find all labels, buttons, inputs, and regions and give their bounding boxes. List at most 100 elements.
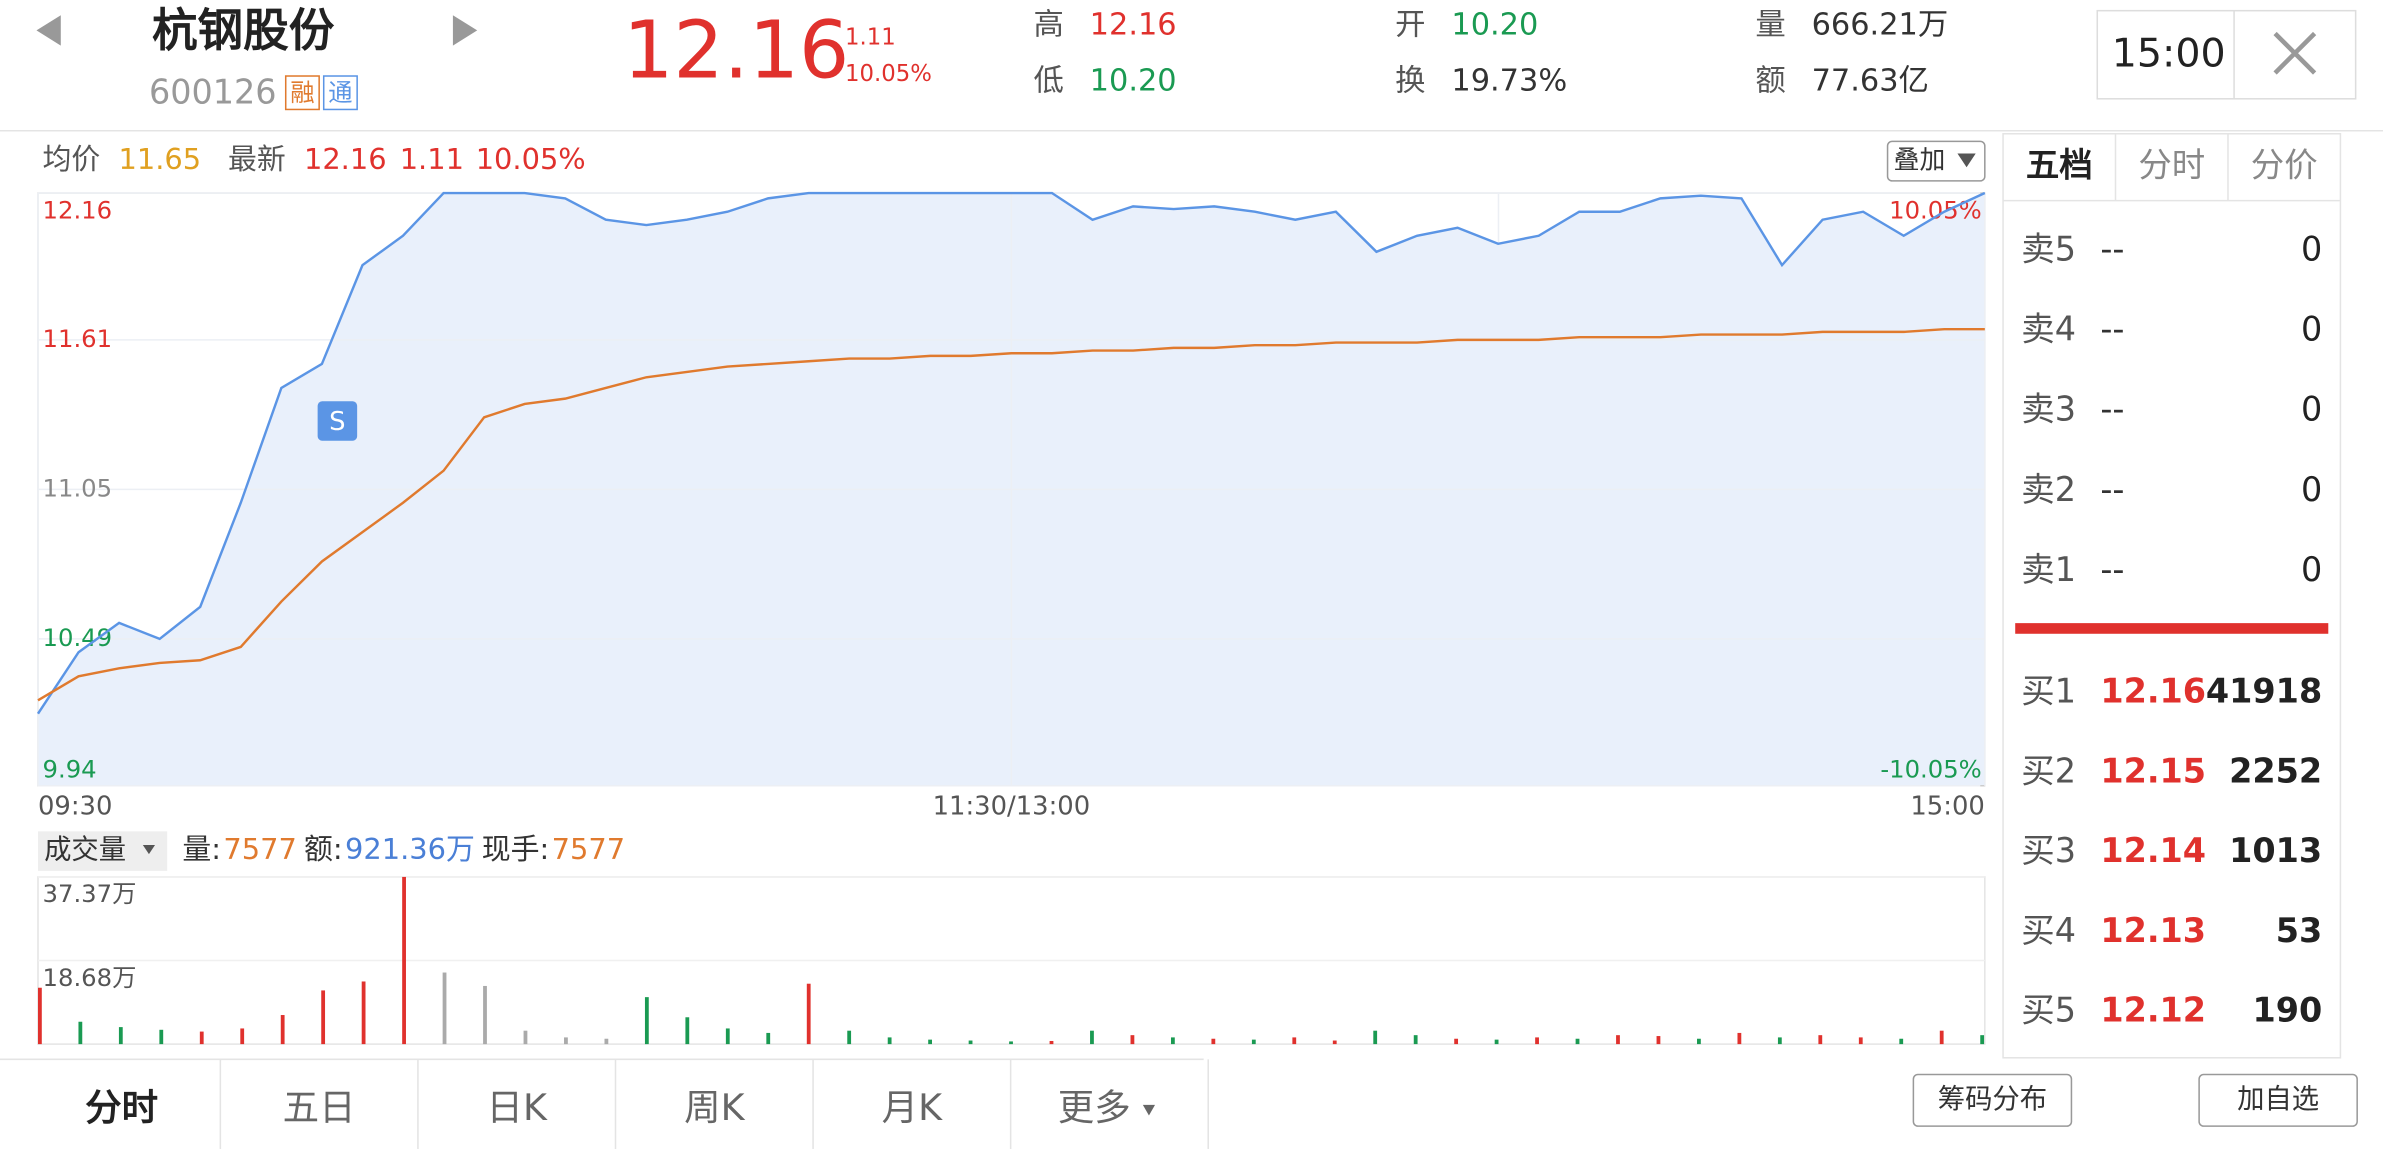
prev-arrow[interactable] xyxy=(36,15,61,46)
close-icon[interactable] xyxy=(2273,31,2317,75)
volume-bar xyxy=(1090,1030,1094,1045)
y-tick-label: 11.61 xyxy=(43,324,113,353)
volume-bar xyxy=(280,1015,285,1045)
bottom-tab[interactable]: 日K xyxy=(487,1086,548,1129)
dropdown-arrow xyxy=(1957,153,1976,168)
level-price: -- xyxy=(2100,470,2124,509)
amt-label: 额: xyxy=(304,832,343,866)
level-price: 12.14 xyxy=(2100,831,2206,870)
marker-label: S xyxy=(329,407,345,437)
y-tick-label: 12.16 xyxy=(43,195,113,224)
volume-bar xyxy=(1292,1037,1297,1045)
volume-bar xyxy=(78,1021,83,1045)
volume-bar xyxy=(806,983,811,1045)
volume-bar xyxy=(1858,1037,1863,1045)
bottom-tab[interactable]: 月K xyxy=(882,1086,943,1129)
button-label[interactable]: 加自选 xyxy=(2237,1084,2319,1115)
stat-label: 换 xyxy=(1395,64,1425,99)
button-box[interactable] xyxy=(1912,1073,2073,1127)
overlay-button[interactable] xyxy=(1886,140,1986,182)
volume-bar xyxy=(1535,1037,1539,1045)
level-price: -- xyxy=(2100,309,2124,348)
stat-value: 10.20 xyxy=(1090,64,1177,99)
level-price: 12.13 xyxy=(2100,911,2206,950)
volume-bar xyxy=(1332,1040,1337,1045)
level-label: 卖4 xyxy=(2021,309,2076,348)
bottom-tab[interactable]: 分时 xyxy=(85,1086,158,1129)
button-box[interactable] xyxy=(2198,1073,2358,1127)
orderbook-tab[interactable]: 分时 xyxy=(2138,146,2205,185)
stat-value: 19.73% xyxy=(1451,64,1567,99)
vol-label: 量: xyxy=(182,832,221,866)
volume-bar xyxy=(1211,1038,1216,1045)
time: 15:00 xyxy=(2112,31,2226,77)
level-qty: 0 xyxy=(2301,550,2322,589)
series-line xyxy=(37,327,1985,702)
volume-bar xyxy=(523,1030,528,1045)
volume-bar xyxy=(968,1040,973,1045)
stat-label: 额 xyxy=(1755,64,1785,99)
bottom-tab[interactable]: 更多 xyxy=(1058,1086,1131,1129)
level-label: 卖2 xyxy=(2021,470,2076,509)
volume-bar xyxy=(1980,1035,1985,1045)
volume-bar xyxy=(644,997,649,1045)
badge-box xyxy=(322,75,358,111)
bottom-tab[interactable]: 五日 xyxy=(283,1086,356,1129)
bottom-tab[interactable]: 周K xyxy=(684,1086,745,1129)
y-tick-label: 37.37万 xyxy=(43,879,137,908)
selector-box[interactable] xyxy=(37,831,168,871)
level-qty: 2252 xyxy=(2229,751,2322,790)
volume-bar xyxy=(1413,1035,1418,1045)
level-label: 买3 xyxy=(2021,831,2076,870)
volume-bar xyxy=(847,1030,852,1045)
level-label: 卖1 xyxy=(2021,550,2076,589)
level-qty: 53 xyxy=(2276,911,2323,950)
marker-box xyxy=(317,401,358,441)
amt-value: 921.36万 xyxy=(345,832,475,866)
volume-bar xyxy=(442,972,447,1045)
x-tick-label: 09:30 xyxy=(38,792,112,822)
level-label: 买5 xyxy=(2021,991,2076,1030)
hand-label: 现手: xyxy=(482,832,549,866)
volume-bar xyxy=(1251,1039,1256,1045)
level-qty: 0 xyxy=(2301,470,2322,509)
volume-bar xyxy=(1130,1035,1135,1045)
level-qty: 41918 xyxy=(2206,672,2322,711)
dropdown-arrow xyxy=(1142,1104,1156,1116)
volume-bar xyxy=(118,1027,123,1045)
time-box[interactable] xyxy=(2096,9,2357,100)
level-price: 12.16 xyxy=(2100,672,2206,711)
stat-label: 低 xyxy=(1033,64,1063,99)
level-price: -- xyxy=(2100,229,2124,268)
volume-bar xyxy=(1494,1039,1499,1045)
volume-bar xyxy=(199,1031,204,1045)
dropdown-arrow xyxy=(142,845,156,855)
x-tick-label: 15:00 xyxy=(1910,792,1984,822)
orderbook-tab[interactable]: 五档 xyxy=(2026,146,2093,185)
series-line xyxy=(36,191,1986,715)
volume-bar xyxy=(564,1037,568,1045)
volume-bar xyxy=(1454,1038,1459,1045)
badge-box xyxy=(284,75,320,111)
stat-label: 开 xyxy=(1395,7,1425,42)
latest-value: 12.16 xyxy=(304,142,387,176)
level-price: 12.12 xyxy=(2100,991,2206,1030)
level-qty: 1013 xyxy=(2229,831,2322,870)
next-arrow[interactable] xyxy=(452,15,478,46)
stat-value: 666.21万 xyxy=(1812,7,1949,42)
x-tick-label: 11:30/13:00 xyxy=(933,792,1091,822)
volume-bar xyxy=(1170,1037,1175,1045)
volume-bar xyxy=(1009,1041,1013,1045)
selector: 成交量 xyxy=(44,835,126,866)
orderbook-tab[interactable]: 分价 xyxy=(2251,146,2318,185)
y2-tick-label: 10.05% xyxy=(1889,195,1982,224)
volume-bar xyxy=(1737,1032,1742,1045)
latest-change: 1.11 xyxy=(400,142,464,176)
stock-name: 杭钢股份 xyxy=(152,4,335,57)
volume-bar xyxy=(1575,1038,1580,1045)
y-tick-label: 11.05 xyxy=(43,473,113,502)
orderbook-panel xyxy=(2002,133,2342,1059)
avg-label: 均价 xyxy=(43,142,101,176)
button-label[interactable]: 筹码分布 xyxy=(1938,1084,2047,1115)
volume-bar xyxy=(725,1028,730,1045)
